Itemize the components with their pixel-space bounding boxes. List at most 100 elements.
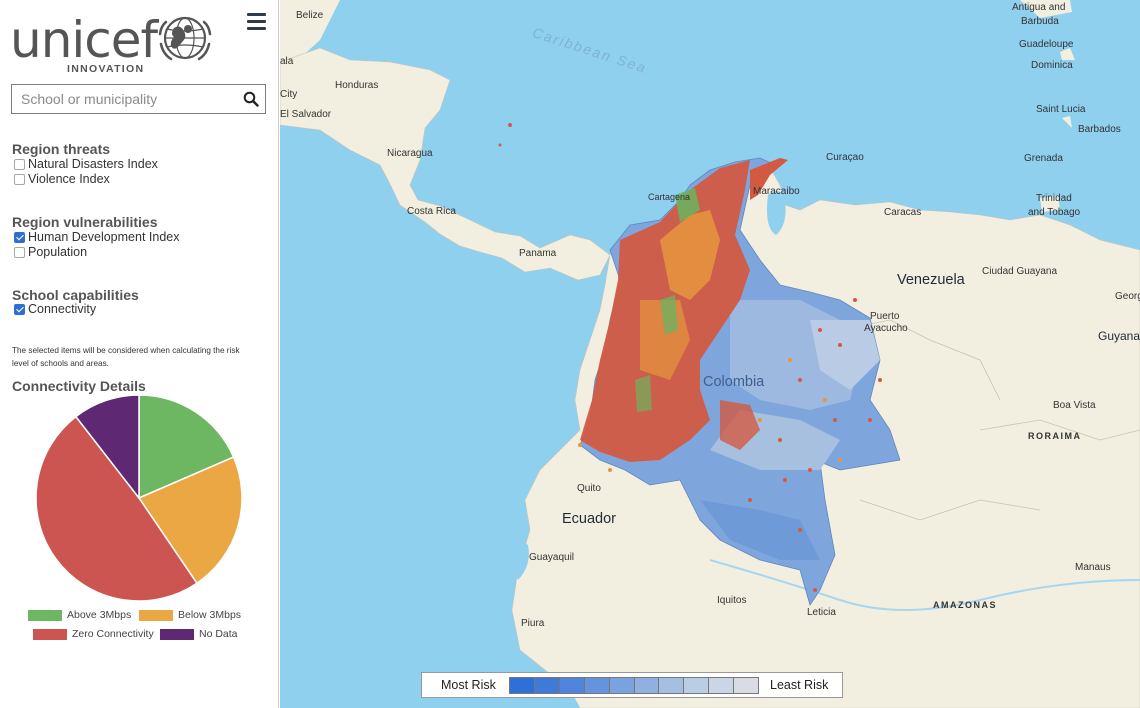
map-label-barbuda: Barbuda <box>1021 16 1059 27</box>
risk-scale-step-4 <box>584 678 610 693</box>
connectivity-label: Connectivity <box>28 302 97 316</box>
unicef-emblem-icon <box>158 16 212 61</box>
legend-label: Zero Connectivity <box>72 628 154 640</box>
population-checkbox[interactable] <box>14 246 25 258</box>
map-label-curacao: Curaçao <box>826 152 864 163</box>
map-label-roraima: RORAIMA <box>1028 431 1082 441</box>
unicef-logo[interactable]: unicef INNOVATION <box>10 11 220 75</box>
legend-zero-connectivity: Zero Connectivity <box>33 628 154 640</box>
map-label-caracas: Caracas <box>884 207 922 218</box>
human-development-label: Human Development Index <box>28 230 180 244</box>
map-label-guatemala: ala <box>280 56 294 67</box>
map-label-georgetown: Georg <box>1115 291 1140 302</box>
connectivity-option[interactable]: Connectivity <box>14 302 96 316</box>
legend-no-data: No Data <box>160 628 238 640</box>
risk-legend: Most Risk Least Risk <box>421 672 843 698</box>
pie-slice-above-3mbps[interactable] <box>138 394 235 500</box>
connectivity-checkbox[interactable] <box>14 303 25 315</box>
map-label-guyana: Guyana <box>1098 329 1140 343</box>
map-label-quito: Quito <box>577 483 601 494</box>
school-capabilities-title: School capabilities <box>12 287 139 303</box>
map-label-maracaibo: Maracaibo <box>753 186 800 197</box>
search-input[interactable] <box>12 85 237 113</box>
map[interactable]: Belize Caribbean Sea Honduras El Salvado… <box>280 0 1140 708</box>
legend-swatch <box>28 609 62 621</box>
search-box <box>11 84 266 114</box>
sidebar: unicef INNOVATION Region threats Natural… <box>0 0 279 708</box>
population-label: Population <box>28 245 88 259</box>
risk-scale-step-8 <box>684 678 710 693</box>
connectivity-details-title: Connectivity Details <box>12 378 146 394</box>
map-label-grenada: Grenada <box>1024 153 1063 164</box>
risk-calculation-note: The selected items will be considered wh… <box>12 346 240 368</box>
map-label-antigua: Antigua and <box>1012 2 1066 13</box>
pie-slice-no-data[interactable] <box>74 394 140 501</box>
map-label-boa-vista: Boa Vista <box>1053 400 1096 411</box>
risk-legend-most: Most Risk <box>441 678 496 692</box>
risk-scale-step-9 <box>709 678 735 693</box>
natural-disasters-option[interactable]: Natural Disasters Index <box>14 157 158 171</box>
map-label-honduras: Honduras <box>335 80 379 91</box>
risk-scale-step-1 <box>510 678 535 693</box>
map-label-nicaragua: Nicaragua <box>387 148 433 159</box>
map-label-piura: Piura <box>521 618 545 629</box>
legend-label: No Data <box>199 628 238 640</box>
population-option[interactable]: Population <box>14 245 87 259</box>
region-vulnerabilities-title: Region vulnerabilities <box>12 214 158 230</box>
human-development-checkbox[interactable] <box>14 231 25 243</box>
risk-scale-step-7 <box>659 678 685 693</box>
natural-disasters-checkbox[interactable] <box>14 158 25 170</box>
map-label-costa-rica: Costa Rica <box>407 206 456 217</box>
map-label-guadeloupe: Guadeloupe <box>1019 39 1074 50</box>
violence-label: Violence Index <box>28 172 110 186</box>
risk-scale-step-2 <box>534 678 560 693</box>
human-development-option[interactable]: Human Development Index <box>14 230 179 244</box>
natural-disasters-label: Natural Disasters Index <box>28 157 158 171</box>
risk-scale-step-5 <box>609 678 635 693</box>
map-label-leticia: Leticia <box>807 607 836 618</box>
legend-below-3mbps: Below 3Mbps <box>139 609 241 621</box>
risk-scale-step-3 <box>559 678 585 693</box>
search-icon[interactable] <box>243 91 259 107</box>
map-label-belize: Belize <box>296 10 324 21</box>
map-label-dominica: Dominica <box>1031 60 1073 71</box>
connectivity-pie-chart <box>35 394 243 602</box>
legend-above-3mbps: Above 3Mbps <box>28 609 131 621</box>
hamburger-menu-icon[interactable] <box>247 13 267 31</box>
logo-subtitle: INNOVATION <box>67 63 145 75</box>
legend-swatch <box>160 628 194 640</box>
map-label-tobago: and Tobago <box>1028 207 1081 218</box>
map-label-ecuador: Ecuador <box>562 511 617 527</box>
violence-checkbox[interactable] <box>14 173 25 185</box>
map-canvas[interactable] <box>280 0 1140 708</box>
risk-scale-step-6 <box>634 678 660 693</box>
violence-option[interactable]: Violence Index <box>14 172 110 186</box>
legend-swatch <box>139 609 173 621</box>
map-label-colombia: Colombia <box>703 374 765 390</box>
risk-legend-least: Least Risk <box>770 678 829 692</box>
map-label-iquitos: Iquitos <box>717 595 747 606</box>
pie-slice-below-3mbps[interactable] <box>137 456 243 585</box>
logo-wordmark: unicef <box>10 11 158 69</box>
legend-label: Below 3Mbps <box>178 609 242 621</box>
map-label-barbados: Barbados <box>1078 124 1121 135</box>
legend-swatch <box>33 628 67 640</box>
map-label-saint-lucia: Saint Lucia <box>1036 104 1086 115</box>
risk-scale-step-10 <box>734 678 759 693</box>
map-label-cartagena: Cartagena <box>648 192 691 202</box>
map-label-city: City <box>280 89 298 100</box>
map-label-panama: Panama <box>519 248 557 259</box>
map-label-puerto: Puerto <box>870 311 900 322</box>
region-threats-title: Region threats <box>12 141 111 157</box>
map-label-ciudad-guayana: Ciudad Guayana <box>982 266 1058 277</box>
legend-label: Above 3Mbps <box>67 609 132 621</box>
risk-color-scale <box>509 677 759 694</box>
map-label-el-salvador: El Salvador <box>280 109 332 120</box>
map-label-manaus: Manaus <box>1075 562 1111 573</box>
map-label-trinidad: Trinidad <box>1036 193 1072 204</box>
map-label-amazonas: AMAZONAS <box>933 600 997 610</box>
map-label-venezuela: Venezuela <box>897 272 965 288</box>
map-label-ayacucho: Ayacucho <box>864 323 908 334</box>
map-label-guayaquil: Guayaquil <box>529 552 575 563</box>
pie-slice-zero-connectivity[interactable] <box>35 415 198 602</box>
